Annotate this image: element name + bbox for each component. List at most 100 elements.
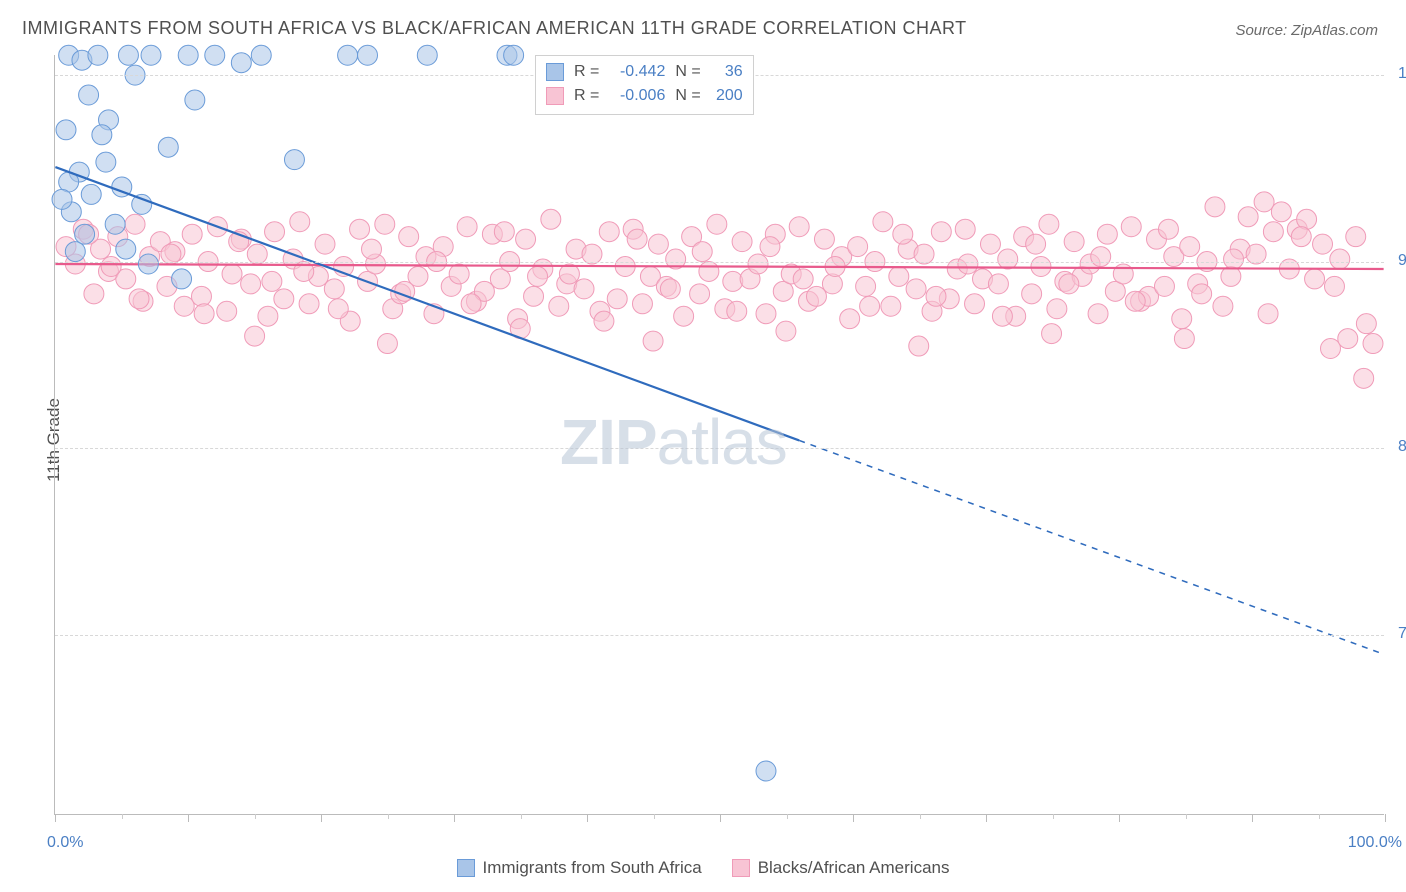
data-point bbox=[178, 45, 198, 65]
data-point bbox=[88, 45, 108, 65]
data-point bbox=[258, 306, 278, 326]
plot-area: 77.5%85.0%92.5%100.0%0.0%100.0% bbox=[54, 55, 1384, 815]
data-point bbox=[594, 311, 614, 331]
n-label: N = bbox=[675, 87, 700, 105]
data-point bbox=[660, 279, 680, 299]
data-point bbox=[172, 269, 192, 289]
gridline bbox=[55, 635, 1384, 636]
data-point bbox=[893, 224, 913, 244]
data-point bbox=[1192, 284, 1212, 304]
data-point bbox=[906, 279, 926, 299]
data-point bbox=[399, 227, 419, 247]
data-point bbox=[81, 184, 101, 204]
data-point bbox=[191, 286, 211, 306]
data-point bbox=[262, 271, 282, 291]
x-tick-major bbox=[986, 814, 987, 822]
data-point bbox=[1059, 274, 1079, 294]
data-point bbox=[528, 266, 548, 286]
data-point bbox=[1158, 219, 1178, 239]
data-point bbox=[1258, 304, 1278, 324]
data-point bbox=[727, 301, 747, 321]
data-point bbox=[449, 264, 469, 284]
data-point bbox=[324, 279, 344, 299]
y-tick-label: 100.0% bbox=[1386, 65, 1406, 83]
data-point bbox=[541, 209, 561, 229]
data-point bbox=[1330, 249, 1350, 269]
data-point bbox=[1356, 314, 1376, 334]
data-point bbox=[1324, 276, 1344, 296]
data-point bbox=[461, 294, 481, 314]
data-point bbox=[241, 274, 261, 294]
data-point bbox=[457, 217, 477, 237]
x-tick-minor bbox=[255, 814, 256, 819]
data-point bbox=[1354, 368, 1374, 388]
correlation-legend: R = -0.442 N = 36 R = -0.006 N = 200 bbox=[535, 55, 754, 115]
data-point bbox=[1338, 329, 1358, 349]
data-point bbox=[789, 217, 809, 237]
data-point bbox=[776, 321, 796, 341]
data-point bbox=[1321, 339, 1341, 359]
data-point bbox=[756, 304, 776, 324]
n-label: N = bbox=[675, 63, 700, 81]
data-point bbox=[760, 237, 780, 257]
data-point bbox=[417, 45, 437, 65]
data-point bbox=[1297, 209, 1317, 229]
data-point bbox=[1091, 247, 1111, 267]
x-tick-minor bbox=[122, 814, 123, 819]
x-tick-minor bbox=[1186, 814, 1187, 819]
x-tick-major bbox=[55, 814, 56, 822]
legend-label-pink: Blacks/African Americans bbox=[758, 858, 950, 878]
data-point bbox=[856, 276, 876, 296]
data-point bbox=[1042, 324, 1062, 344]
data-point bbox=[1088, 304, 1108, 324]
data-point bbox=[328, 299, 348, 319]
x-tick-minor bbox=[1319, 814, 1320, 819]
data-point bbox=[1346, 227, 1366, 247]
data-point bbox=[516, 229, 536, 249]
data-point bbox=[822, 274, 842, 294]
data-point bbox=[607, 289, 627, 309]
data-point bbox=[549, 296, 569, 316]
data-point bbox=[988, 274, 1008, 294]
data-point bbox=[105, 214, 125, 234]
regression-line-extrapolated bbox=[799, 440, 1383, 654]
data-point bbox=[1291, 227, 1311, 247]
swatch-blue bbox=[546, 63, 564, 81]
data-point bbox=[138, 254, 158, 274]
data-point bbox=[377, 334, 397, 354]
data-point bbox=[290, 212, 310, 232]
data-point bbox=[627, 229, 647, 249]
data-point bbox=[141, 45, 161, 65]
data-point bbox=[1224, 249, 1244, 269]
data-point bbox=[1263, 222, 1283, 242]
series-legend: Immigrants from South Africa Blacks/Afri… bbox=[0, 858, 1406, 878]
data-point bbox=[723, 271, 743, 291]
data-point bbox=[222, 264, 242, 284]
data-point bbox=[1180, 237, 1200, 257]
data-point bbox=[643, 331, 663, 351]
data-point bbox=[265, 222, 285, 242]
data-point bbox=[284, 150, 304, 170]
data-point bbox=[274, 289, 294, 309]
x-tick-minor bbox=[1053, 814, 1054, 819]
y-tick-label: 85.0% bbox=[1386, 438, 1406, 456]
data-point bbox=[75, 224, 95, 244]
swatch-blue bbox=[457, 859, 475, 877]
data-point bbox=[873, 212, 893, 232]
scatter-svg bbox=[55, 55, 1384, 814]
data-point bbox=[350, 219, 370, 239]
data-point bbox=[251, 45, 271, 65]
data-point bbox=[648, 234, 668, 254]
legend-label-blue: Immigrants from South Africa bbox=[483, 858, 702, 878]
data-point bbox=[101, 257, 121, 277]
data-point bbox=[315, 234, 335, 254]
legend-item-blue: Immigrants from South Africa bbox=[457, 858, 702, 878]
legend-item-pink: Blacks/African Americans bbox=[732, 858, 950, 878]
data-point bbox=[1313, 234, 1333, 254]
data-point bbox=[1039, 214, 1059, 234]
x-tick-major bbox=[1385, 814, 1386, 822]
data-point bbox=[1097, 224, 1117, 244]
data-point bbox=[699, 261, 719, 281]
r-label: R = bbox=[574, 87, 599, 105]
data-point bbox=[245, 326, 265, 346]
